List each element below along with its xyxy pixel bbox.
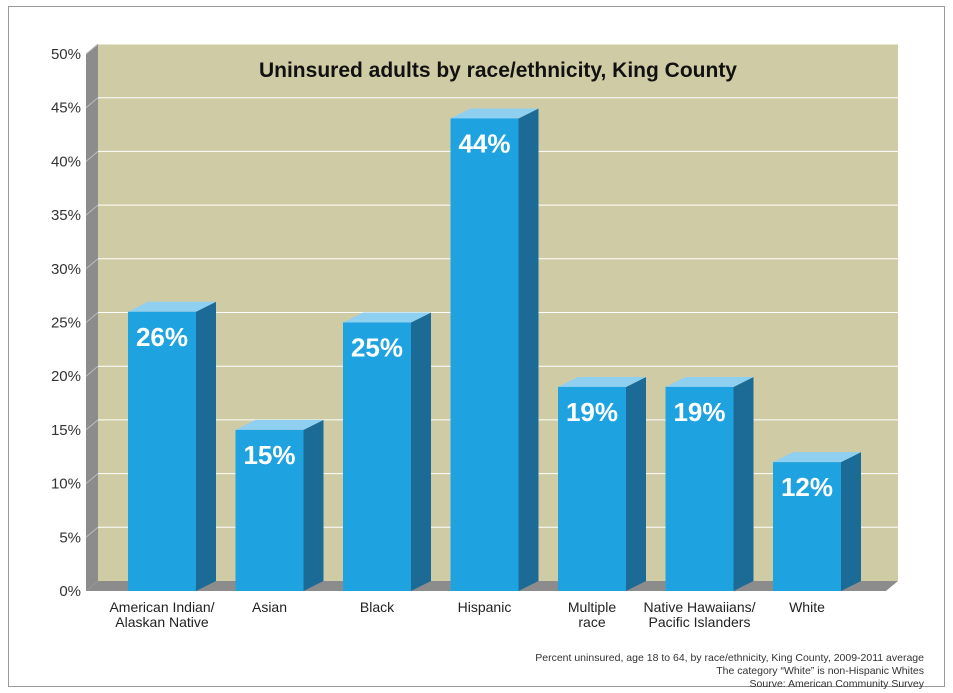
y-tick-label: 5% (59, 529, 81, 546)
x-category-label: American Indian/ (109, 599, 214, 615)
note-source: Sourve: American Community Survey (749, 678, 924, 690)
x-category-label: race (578, 614, 605, 630)
bar-side (733, 376, 754, 591)
note-category: The category “White” is non-Hispanic Whi… (716, 665, 924, 677)
bar (558, 386, 626, 591)
y-tick-label: 10% (51, 476, 81, 493)
bar-top (128, 301, 216, 312)
y-tick-label: 25% (51, 315, 81, 332)
bar-side (303, 419, 324, 591)
bar-side (518, 108, 539, 591)
gridline-wall (85, 204, 99, 216)
x-category-label: White (789, 599, 825, 615)
bar-top (450, 108, 539, 119)
bar (235, 429, 304, 591)
bar-data-label: 19% (566, 397, 618, 427)
gridline-wall (85, 526, 99, 538)
bar (665, 386, 734, 591)
bar-data-label: 26% (136, 322, 188, 352)
gridline-wall (85, 97, 99, 109)
y-tick-label: 15% (51, 422, 81, 439)
y-tick-label: 35% (51, 207, 81, 224)
bar (128, 311, 196, 591)
x-category-label: Black (360, 599, 395, 615)
x-category-label: Native Hawaiians/ (643, 599, 755, 615)
bar (450, 118, 519, 591)
bar-top (665, 376, 754, 387)
bar-data-label: 19% (673, 397, 725, 427)
gridline-wall (85, 151, 99, 162)
bar-data-label: 25% (351, 333, 403, 363)
y-tick-label: 45% (51, 100, 81, 117)
chart-notes: Percent uninsured, age 18 to 64, by race… (535, 652, 924, 691)
gridline-wall (85, 473, 99, 484)
x-category-label: Hispanic (458, 599, 512, 615)
bar-top (558, 376, 646, 387)
bar-side (841, 452, 861, 591)
gridline-wall (85, 312, 99, 323)
y-tick-label: 0% (59, 583, 81, 600)
bar-chart: 0% 5% 10% 15% 20% 25% 30% 35% 40% 45% 50% Uninsured… (51, 43, 898, 630)
bar-side (411, 312, 431, 591)
chart-frame: 0% 5% 10% 15% 20% 25% 30% 35% 40% 45% 50% Uninsured… (8, 6, 945, 690)
bar (773, 462, 841, 591)
gridline-wall (85, 258, 99, 270)
chart-plot-group: 0% 5% 10% 15% 20% 25% 30% 35% 40% 45% 50% Uninsured… (51, 43, 898, 630)
y-tick-label: 20% (51, 368, 81, 385)
bar-side (626, 376, 646, 591)
gridline-wall (85, 43, 99, 55)
bar (343, 322, 411, 591)
bar-data-label: 15% (243, 440, 295, 470)
bar-top (773, 452, 861, 463)
x-category-label: Pacific Islanders (649, 614, 751, 630)
gridline-wall (85, 365, 99, 377)
bar-top (235, 419, 324, 430)
x-category-label: Multiple (568, 599, 616, 615)
bar-data-label: 12% (781, 472, 833, 502)
note-description: Percent uninsured, age 18 to 64, by race… (535, 652, 924, 664)
y-tick-label: 30% (51, 261, 81, 278)
y-tick-label: 50% (51, 46, 81, 63)
bar-top (343, 312, 431, 323)
bar-side (196, 301, 216, 591)
chart-title: Uninsured adults by race/ethnicity, King… (259, 59, 737, 82)
x-category-label: Asian (252, 599, 287, 615)
y-tick-label: 40% (51, 153, 81, 170)
x-category-label: Alaskan Native (115, 614, 209, 630)
bar-data-label: 44% (458, 128, 510, 158)
gridline-wall (85, 419, 99, 431)
